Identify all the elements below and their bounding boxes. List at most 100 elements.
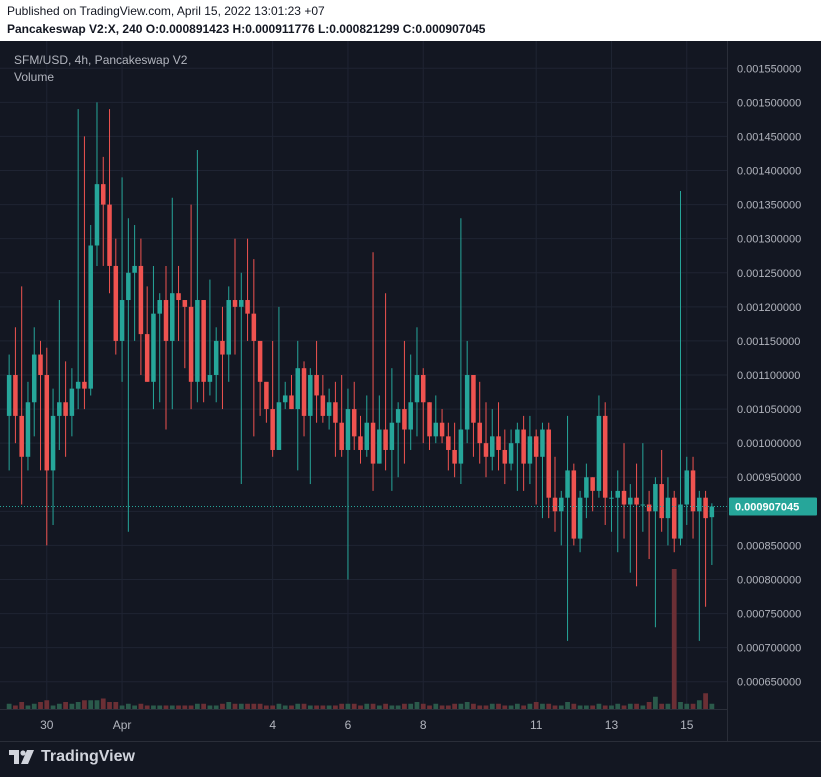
y-tick-label: 0.001250000 bbox=[737, 268, 801, 280]
volume-bar bbox=[151, 705, 156, 709]
volume-bar bbox=[414, 702, 420, 709]
candle-body bbox=[63, 402, 68, 416]
candle-body bbox=[402, 409, 407, 430]
candle-body bbox=[584, 477, 589, 498]
volume-bar bbox=[245, 703, 250, 709]
volume-bar bbox=[571, 703, 577, 709]
candle-body bbox=[301, 368, 307, 416]
volume-bar bbox=[477, 705, 483, 709]
volume-bar bbox=[696, 700, 702, 709]
volume-bar bbox=[709, 703, 715, 709]
candle-body bbox=[678, 504, 683, 539]
volume-bar bbox=[609, 705, 614, 709]
ohlc-line: Pancakeswap V2:X, 240 O:0.000891423 H:0.… bbox=[7, 22, 485, 36]
candle-body bbox=[144, 334, 150, 382]
candle-body bbox=[345, 409, 351, 450]
candle-body bbox=[308, 375, 313, 416]
candle-body bbox=[521, 429, 526, 464]
symbol-legend[interactable]: SFM/USD, 4h, Pancakeswap V2 bbox=[14, 53, 188, 67]
candle-body bbox=[590, 477, 595, 491]
y-tick-label: 0.001050000 bbox=[737, 404, 801, 416]
candle-body bbox=[634, 497, 639, 505]
x-tick-label: 11 bbox=[530, 718, 543, 732]
high-label: H: bbox=[232, 22, 246, 36]
y-tick-label: 0.000750000 bbox=[737, 609, 801, 621]
volume-bar bbox=[25, 705, 31, 709]
volume-bar bbox=[38, 702, 43, 709]
close-label: C: bbox=[402, 22, 416, 36]
candle-body bbox=[289, 395, 294, 410]
symbol-interval: Pancakeswap V2:X, 240 bbox=[7, 22, 143, 36]
candle-body bbox=[126, 272, 131, 301]
volume-bar bbox=[295, 703, 301, 709]
volume-bar bbox=[75, 702, 81, 709]
volume-bar bbox=[226, 702, 232, 709]
price-chart[interactable]: 0.001550000 0.001500000 0.001450000 0.00140… bbox=[0, 41, 821, 741]
volume-bar bbox=[533, 702, 539, 709]
volume-bar bbox=[333, 705, 338, 709]
y-tick-label: 0.001450000 bbox=[737, 131, 801, 143]
candle-body bbox=[577, 497, 583, 539]
candle-body bbox=[113, 265, 119, 341]
volume-bar bbox=[627, 703, 633, 709]
candle-body bbox=[464, 375, 470, 430]
candle-body bbox=[163, 300, 169, 341]
candle-body bbox=[433, 422, 439, 437]
volume-bar bbox=[370, 703, 376, 709]
volume-bar bbox=[621, 705, 627, 709]
volume-bar bbox=[251, 703, 257, 709]
candle-body bbox=[57, 402, 62, 416]
candle-body bbox=[446, 436, 451, 450]
low-label: L: bbox=[317, 22, 330, 36]
candle-body bbox=[640, 504, 646, 506]
volume-bar bbox=[540, 703, 545, 709]
candle-body bbox=[257, 340, 263, 382]
candle-body bbox=[383, 429, 388, 450]
tradingview-brand[interactable]: TradingView bbox=[9, 748, 135, 766]
x-tick-label: 15 bbox=[680, 718, 694, 732]
candle-body bbox=[496, 436, 501, 450]
candle-body bbox=[213, 340, 219, 375]
volume-bar bbox=[201, 703, 207, 709]
volume-bar bbox=[345, 703, 351, 709]
candle-body bbox=[439, 422, 445, 437]
candle-body bbox=[282, 395, 288, 403]
candle-body bbox=[546, 429, 551, 498]
open-label: O: bbox=[145, 22, 160, 36]
volume-bar bbox=[107, 702, 112, 709]
published-info: Published on TradingView.com, April 15, … bbox=[7, 4, 325, 18]
candle-body bbox=[170, 293, 175, 341]
volume-bar bbox=[94, 700, 100, 709]
y-tick-label: 0.000850000 bbox=[737, 540, 801, 552]
x-tick-label: 8 bbox=[420, 718, 427, 732]
candle-body bbox=[621, 490, 627, 505]
volume-bar bbox=[132, 705, 138, 709]
candle-body bbox=[458, 429, 464, 464]
volume-bar bbox=[395, 705, 401, 709]
volume-bar bbox=[433, 703, 439, 709]
volume-bar bbox=[69, 703, 75, 709]
volume-bar bbox=[646, 702, 652, 709]
chart-area[interactable]: 0.001550000 0.001500000 0.001450000 0.00140… bbox=[0, 41, 821, 741]
volume-bar bbox=[326, 705, 332, 709]
y-tick-label: 0.001400000 bbox=[737, 166, 801, 178]
volume-bar bbox=[56, 703, 62, 709]
volume-bar bbox=[238, 703, 244, 709]
x-tick-label: Apr bbox=[113, 718, 132, 732]
candle-body bbox=[508, 443, 514, 464]
y-tick-label: 0.000650000 bbox=[737, 677, 801, 689]
volume-bar bbox=[194, 703, 200, 709]
volume-bar bbox=[445, 705, 451, 709]
volume-bar bbox=[232, 703, 238, 709]
candle-body bbox=[75, 381, 81, 389]
volume-bar bbox=[144, 705, 150, 709]
volume-legend[interactable]: Volume bbox=[14, 70, 55, 84]
candle-body bbox=[195, 300, 200, 382]
volume-bar bbox=[44, 700, 50, 709]
candle-body bbox=[515, 429, 520, 444]
volume-bar bbox=[602, 705, 608, 709]
volume-bar bbox=[82, 700, 87, 709]
y-tick-label: 0.000700000 bbox=[737, 643, 801, 655]
candle-body bbox=[13, 375, 18, 416]
candle-body bbox=[697, 497, 702, 512]
